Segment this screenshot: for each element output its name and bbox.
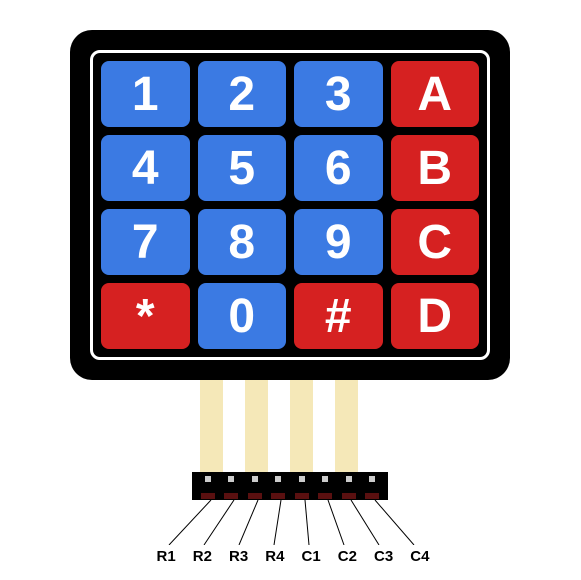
pin-label-c3: C3 xyxy=(366,548,402,565)
wire-4 xyxy=(268,380,291,475)
wire-8 xyxy=(358,380,381,475)
pin-slot-8 xyxy=(361,472,385,500)
wire-3 xyxy=(245,380,268,475)
pin-connector xyxy=(192,472,388,500)
wire-1 xyxy=(200,380,223,475)
key-star[interactable]: * xyxy=(101,283,190,349)
keypad-grid: 1 2 3 A 4 5 6 B 7 8 9 C * 0 # D xyxy=(90,50,490,360)
key-D[interactable]: D xyxy=(391,283,480,349)
pin-label-c1: C1 xyxy=(293,548,329,565)
wire-5 xyxy=(290,380,313,475)
key-hash[interactable]: # xyxy=(294,283,383,349)
key-4[interactable]: 4 xyxy=(101,135,190,201)
pin-label-r1: R1 xyxy=(148,548,184,565)
key-2[interactable]: 2 xyxy=(198,61,287,127)
pin-slot-6 xyxy=(314,472,338,500)
pin-slot-5 xyxy=(290,472,314,500)
key-3[interactable]: 3 xyxy=(294,61,383,127)
key-5[interactable]: 5 xyxy=(198,135,287,201)
wire-2 xyxy=(223,380,246,475)
pin-slot-3 xyxy=(243,472,267,500)
pin-slot-7 xyxy=(337,472,361,500)
key-8[interactable]: 8 xyxy=(198,209,287,275)
key-C[interactable]: C xyxy=(391,209,480,275)
keypad-frame: 1 2 3 A 4 5 6 B 7 8 9 C * 0 # D xyxy=(70,30,510,380)
pin-label-r2: R2 xyxy=(184,548,220,565)
pin-label-c4: C4 xyxy=(402,548,438,565)
pin-label-r3: R3 xyxy=(221,548,257,565)
wire-7 xyxy=(335,380,358,475)
pin-slot-2 xyxy=(220,472,244,500)
key-0[interactable]: 0 xyxy=(198,283,287,349)
key-A[interactable]: A xyxy=(391,61,480,127)
ribbon-cable xyxy=(200,380,380,475)
pin-label-r4: R4 xyxy=(257,548,293,565)
pin-slot-4 xyxy=(267,472,291,500)
key-1[interactable]: 1 xyxy=(101,61,190,127)
pin-label-c2: C2 xyxy=(329,548,365,565)
pin-label-lines xyxy=(155,500,425,545)
key-7[interactable]: 7 xyxy=(101,209,190,275)
key-6[interactable]: 6 xyxy=(294,135,383,201)
key-B[interactable]: B xyxy=(391,135,480,201)
pin-slot-1 xyxy=(196,472,220,500)
wire-6 xyxy=(313,380,336,475)
pin-labels-row: R1 R2 R3 R4 C1 C2 C3 C4 xyxy=(148,548,438,565)
key-9[interactable]: 9 xyxy=(294,209,383,275)
